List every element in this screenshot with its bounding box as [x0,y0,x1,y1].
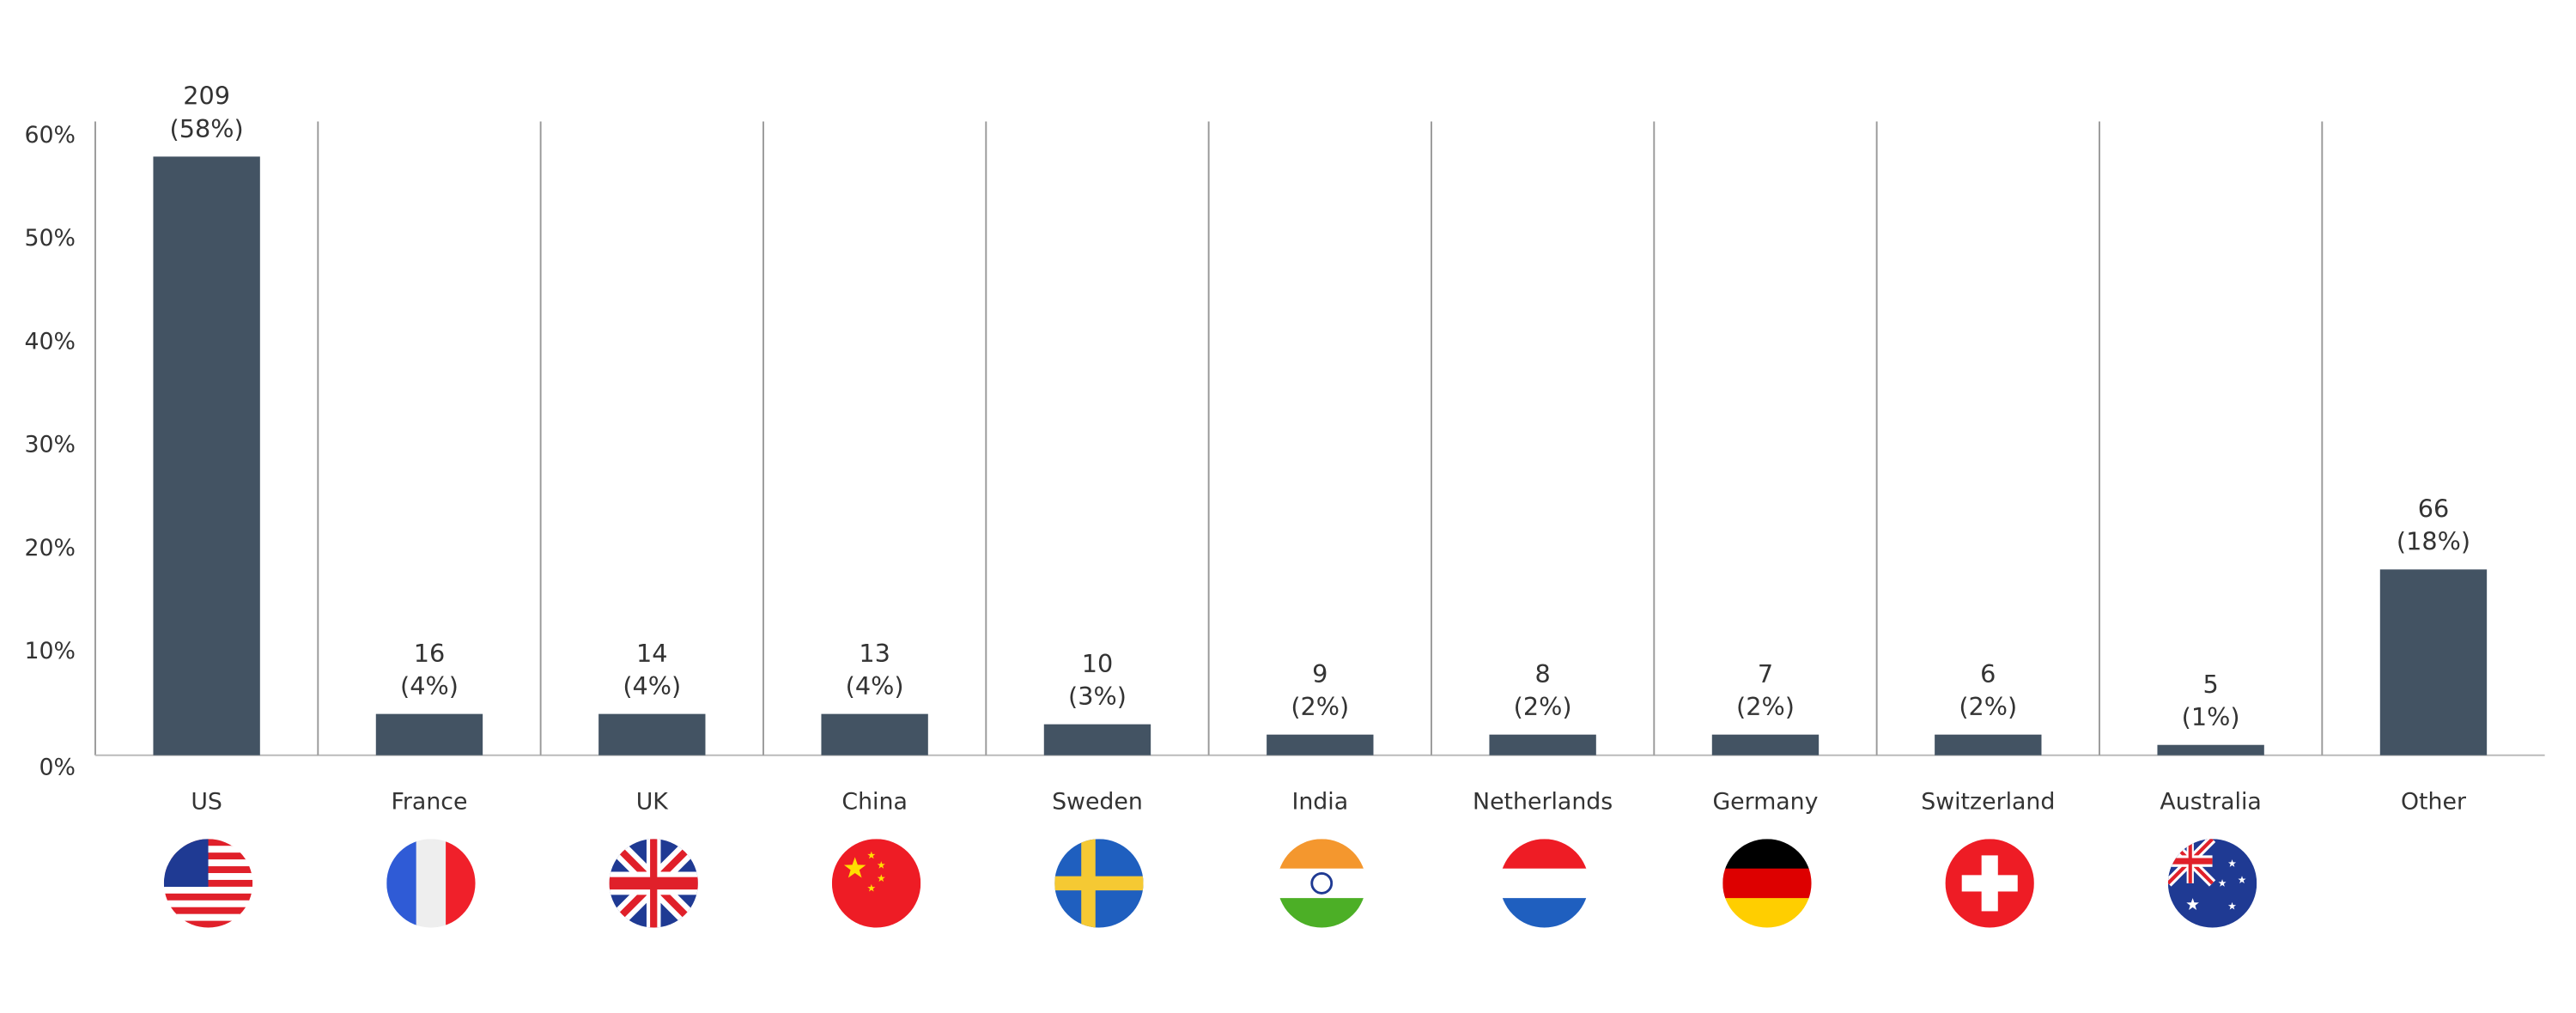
count-label: 6 [1980,659,1996,688]
flag [1722,839,1812,928]
flag-part [877,874,885,883]
bar [1267,734,1374,755]
flag-part [2227,901,2237,910]
flag-part [163,907,253,915]
flag-part [1961,875,2018,892]
flag-part [877,861,885,869]
count-label: 8 [1535,659,1551,688]
flag-part [1054,876,1144,891]
flag-part [2238,876,2246,883]
x-tick-label: India [1291,789,1348,816]
flag-part [163,893,253,901]
value-label: (4%) [623,671,681,701]
flag-part [1277,839,1366,870]
x-tick-label: Netherlands [1473,789,1613,816]
flag-part [867,851,876,859]
value-label: (18%) [2397,527,2470,556]
value-label: (4%) [400,671,459,701]
flag-part [2218,879,2227,887]
value-label: (3%) [1068,682,1127,711]
x-tick-label: Sweden [1052,789,1143,816]
bar [1043,724,1151,755]
x-tick-label: UK [636,789,670,816]
flag-part [843,857,866,878]
x-tick-label: France [391,789,467,816]
flag-part [2186,898,2199,910]
bar [598,713,706,755]
flag-part [1499,839,1589,870]
count-label: 14 [636,639,668,668]
flag-part [163,886,253,895]
flag [831,839,921,928]
flag-part [2227,859,2237,867]
count-label: 66 [2418,494,2450,523]
flag-part [446,839,476,928]
flag-part [1310,872,1334,895]
value-label: (2%) [1514,692,1572,721]
count-label: 16 [414,639,446,668]
count-label: 10 [1082,649,1114,678]
count-label: 5 [2203,670,2219,699]
flag-part [1722,898,1812,928]
y-tick-label: 10% [24,638,76,664]
y-tick-label: 40% [24,328,76,355]
flag-part [1499,898,1589,928]
flag-part [163,900,253,908]
bar [1711,734,1820,755]
bar [375,713,483,755]
flag [163,839,253,928]
bar [153,156,260,755]
flag [2167,839,2257,928]
y-tick-label: 20% [24,535,76,561]
flag [1945,839,2034,928]
flag-part [2167,858,2213,864]
y-tick-label: 30% [24,432,76,458]
x-tick-label: China [841,789,907,816]
x-tick-label: Other [2401,789,2466,816]
flag-part [1499,868,1589,900]
value-label: (4%) [846,671,904,701]
flag-part [1722,839,1812,870]
value-label: (2%) [1959,692,2017,721]
count-label: 209 [183,82,230,111]
count-label: 9 [1312,659,1327,688]
count-label: 13 [859,639,890,668]
flag [1054,839,1144,928]
value-label: (2%) [1291,692,1349,721]
flag-part [1722,868,1812,900]
flag-part [163,920,253,928]
x-tick-label: US [191,789,222,816]
y-tick-label: 60% [24,122,76,149]
y-tick-label: 50% [24,225,76,252]
value-label: (1%) [2182,702,2240,731]
flag-part [1277,898,1366,928]
x-tick-label: Germany [1712,789,1818,816]
flag [1499,839,1589,928]
x-tick-label: Switzerland [1921,789,2055,816]
value-label: (2%) [1736,692,1795,721]
flag-part [867,883,876,892]
bar [2379,569,2488,755]
flag-part [609,877,698,890]
flag-part [163,913,253,922]
bar [1935,734,2042,755]
flag-part [416,839,447,928]
flag-part [386,839,417,928]
bar [2157,744,2264,755]
flag [386,839,476,928]
bar [821,713,928,755]
flag [609,839,698,928]
flag [1277,839,1366,928]
count-label: 7 [1758,659,1773,688]
value-label: (58%) [170,114,244,143]
y-tick-label: 0% [39,755,76,781]
flag-part [831,839,921,928]
flag-part [163,839,209,888]
bar [1489,734,1596,755]
x-tick-label: Australia [2160,789,2261,816]
